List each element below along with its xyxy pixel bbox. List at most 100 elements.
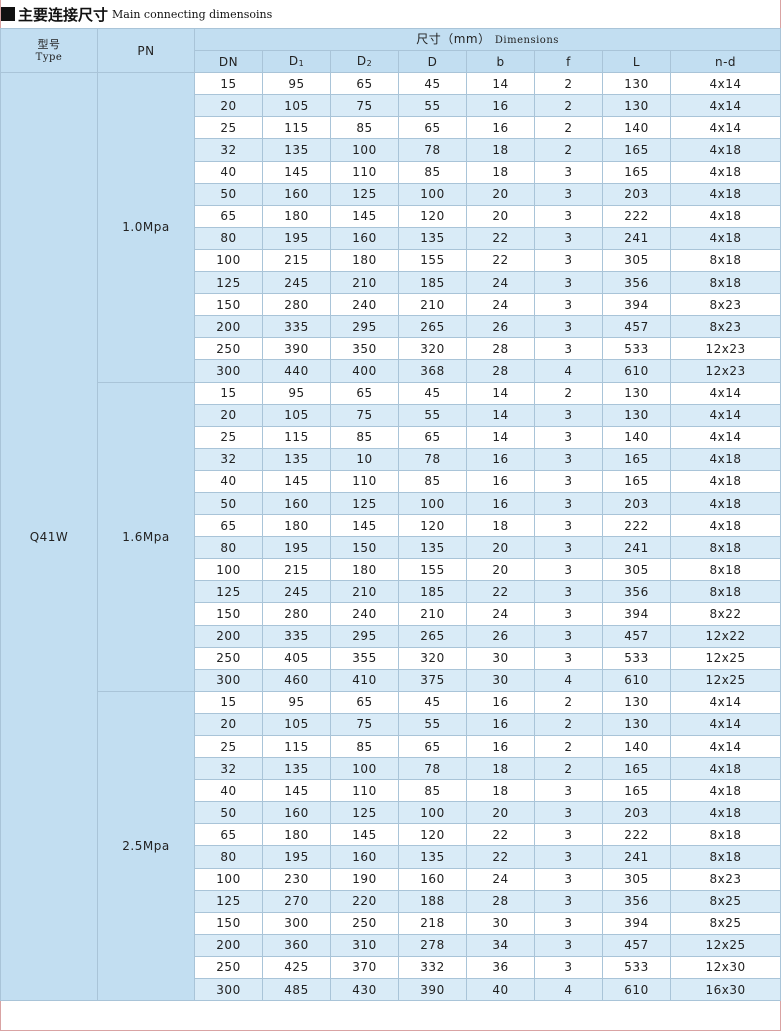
- data-cell: 4x18: [669, 779, 781, 803]
- data-cell: 160: [262, 801, 331, 825]
- data-cell: 218: [398, 911, 467, 935]
- data-cell: 3: [534, 646, 603, 670]
- data-cell: 130: [602, 94, 671, 118]
- data-cell: 4x18: [669, 204, 781, 228]
- data-cell: 155: [398, 248, 467, 273]
- data-cell: 120: [398, 823, 467, 847]
- data-cell: 20: [466, 801, 535, 825]
- data-cell: 50: [194, 182, 263, 206]
- data-cell: 457: [602, 933, 671, 957]
- data-cell: 120: [398, 514, 467, 538]
- data-cell: 3: [534, 204, 603, 228]
- data-cell: 305: [602, 558, 671, 582]
- data-cell: 12x23: [669, 337, 781, 361]
- data-cell: 430: [330, 978, 399, 1002]
- data-cell: 135: [398, 226, 467, 250]
- data-cell: 195: [262, 845, 331, 869]
- data-cell: 160: [262, 182, 331, 206]
- data-cell: 140: [602, 734, 671, 759]
- table-row: 80 195 150 135 20 3 241 8x18: [1, 536, 781, 560]
- column-header-label: DN: [218, 54, 239, 69]
- data-cell: 180: [262, 514, 331, 538]
- data-cell: 350: [330, 337, 399, 361]
- header-dimensions: 尺寸（mm） Dimensions: [193, 27, 781, 52]
- data-cell: 250: [194, 337, 263, 361]
- data-cell: 32: [194, 757, 263, 781]
- data-cell: 265: [398, 624, 467, 648]
- data-cell: 25: [194, 734, 263, 759]
- data-cell: 165: [602, 469, 671, 493]
- data-cell: 75: [330, 94, 399, 118]
- data-cell: 8x23: [669, 315, 781, 339]
- data-cell: 30: [466, 668, 535, 692]
- data-cell: 400: [330, 359, 399, 383]
- data-cell: 12x30: [669, 955, 781, 980]
- data-cell: 390: [262, 337, 331, 361]
- data-cell: 135: [262, 757, 331, 781]
- data-cell: 12x23: [669, 359, 781, 383]
- data-cell: 150: [330, 536, 399, 560]
- data-cell: 4x18: [669, 491, 781, 516]
- type-cell: Q41W: [0, 72, 98, 1002]
- data-cell: 125: [330, 801, 399, 825]
- data-cell: 356: [602, 580, 671, 604]
- data-cell: 145: [262, 160, 331, 184]
- data-cell: 4x14: [669, 72, 781, 96]
- table-row: 65 180 145 120 18 3 222 4x18: [1, 514, 781, 538]
- data-cell: 150: [194, 293, 263, 317]
- header-dimensions-en: Dimensions: [494, 34, 559, 46]
- data-cell: 165: [602, 447, 671, 471]
- data-cell: 80: [194, 845, 263, 869]
- data-cell: 360: [262, 933, 331, 957]
- table-row: 25 115 85 65 16 2 140 4x14: [1, 116, 781, 140]
- data-cell: 45: [398, 690, 467, 714]
- data-cell: 2: [534, 690, 603, 714]
- data-cell: 2: [534, 734, 603, 759]
- table-body: Q41W 1.0Mpa 15 95 65 45 14 2 130 4x14 20 105 75 55 16 2…: [0, 72, 781, 1002]
- table-row: 32 135 10 78 16 3 165 4x18: [1, 447, 781, 471]
- data-cell: 230: [262, 867, 331, 891]
- data-cell: 295: [330, 624, 399, 648]
- data-cell: 40: [194, 160, 263, 184]
- data-cell: 160: [398, 867, 467, 891]
- data-cell: 18: [466, 514, 535, 538]
- data-cell: 610: [602, 978, 671, 1002]
- data-cell: 45: [398, 381, 467, 405]
- data-cell: 140: [602, 116, 671, 140]
- data-cell: 3: [534, 580, 603, 604]
- data-cell: 55: [398, 712, 467, 737]
- column-header-label: b: [496, 54, 505, 69]
- data-cell: 405: [262, 646, 331, 670]
- data-cell: 4x18: [669, 226, 781, 250]
- column-header-label: f: [566, 54, 571, 69]
- data-cell: 20: [466, 558, 535, 582]
- data-cell: 65: [330, 72, 399, 96]
- data-cell: 394: [602, 293, 671, 317]
- data-cell: 265: [398, 315, 467, 339]
- header-type: 型号 Type: [0, 27, 98, 74]
- table-row: 125 245 210 185 22 3 356 8x18: [1, 580, 781, 604]
- data-cell: 3: [534, 337, 603, 361]
- data-cell: 2: [534, 757, 603, 781]
- table-row: 20 105 75 55 16 2 130 4x14: [1, 712, 781, 737]
- data-cell: 210: [330, 271, 399, 295]
- header-type-zh: 型号: [37, 37, 61, 51]
- data-cell: 610: [602, 668, 671, 692]
- data-cell: 2: [534, 712, 603, 737]
- data-cell: 16: [466, 690, 535, 714]
- data-cell: 3: [534, 469, 603, 493]
- data-cell: 40: [194, 779, 263, 803]
- data-cell: 4x14: [669, 94, 781, 118]
- data-cell: 78: [398, 757, 467, 781]
- table-row: Q41W 1.0Mpa 15 95 65 45 14 2 130 4x14: [0, 72, 781, 1002]
- data-cell: 3: [534, 315, 603, 339]
- data-cell: 22: [466, 580, 535, 604]
- table-row: 125 245 210 185 24 3 356 8x18: [1, 271, 781, 295]
- data-cell: 125: [194, 889, 263, 913]
- data-cell: 3: [534, 624, 603, 648]
- column-header: D1: [262, 50, 331, 74]
- data-cell: 200: [194, 624, 263, 648]
- data-cell: 100: [194, 558, 263, 582]
- data-cell: 22: [466, 226, 535, 250]
- data-cell: 105: [262, 403, 331, 427]
